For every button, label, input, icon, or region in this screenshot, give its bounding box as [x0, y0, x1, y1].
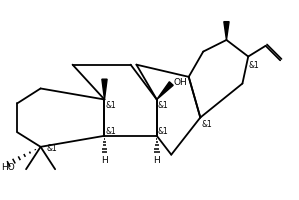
Text: HO: HO — [1, 162, 15, 171]
Text: &1: &1 — [105, 126, 116, 135]
Polygon shape — [102, 80, 107, 100]
Polygon shape — [157, 82, 173, 100]
Text: H: H — [101, 155, 108, 164]
Text: &1: &1 — [158, 126, 168, 135]
Text: H: H — [153, 155, 160, 164]
Text: OH: OH — [173, 78, 187, 87]
Polygon shape — [224, 23, 229, 41]
Text: &1: &1 — [158, 101, 168, 110]
Text: &1: &1 — [46, 143, 57, 152]
Text: &1: &1 — [105, 101, 116, 110]
Text: &1: &1 — [249, 61, 260, 70]
Text: &1: &1 — [201, 120, 212, 129]
